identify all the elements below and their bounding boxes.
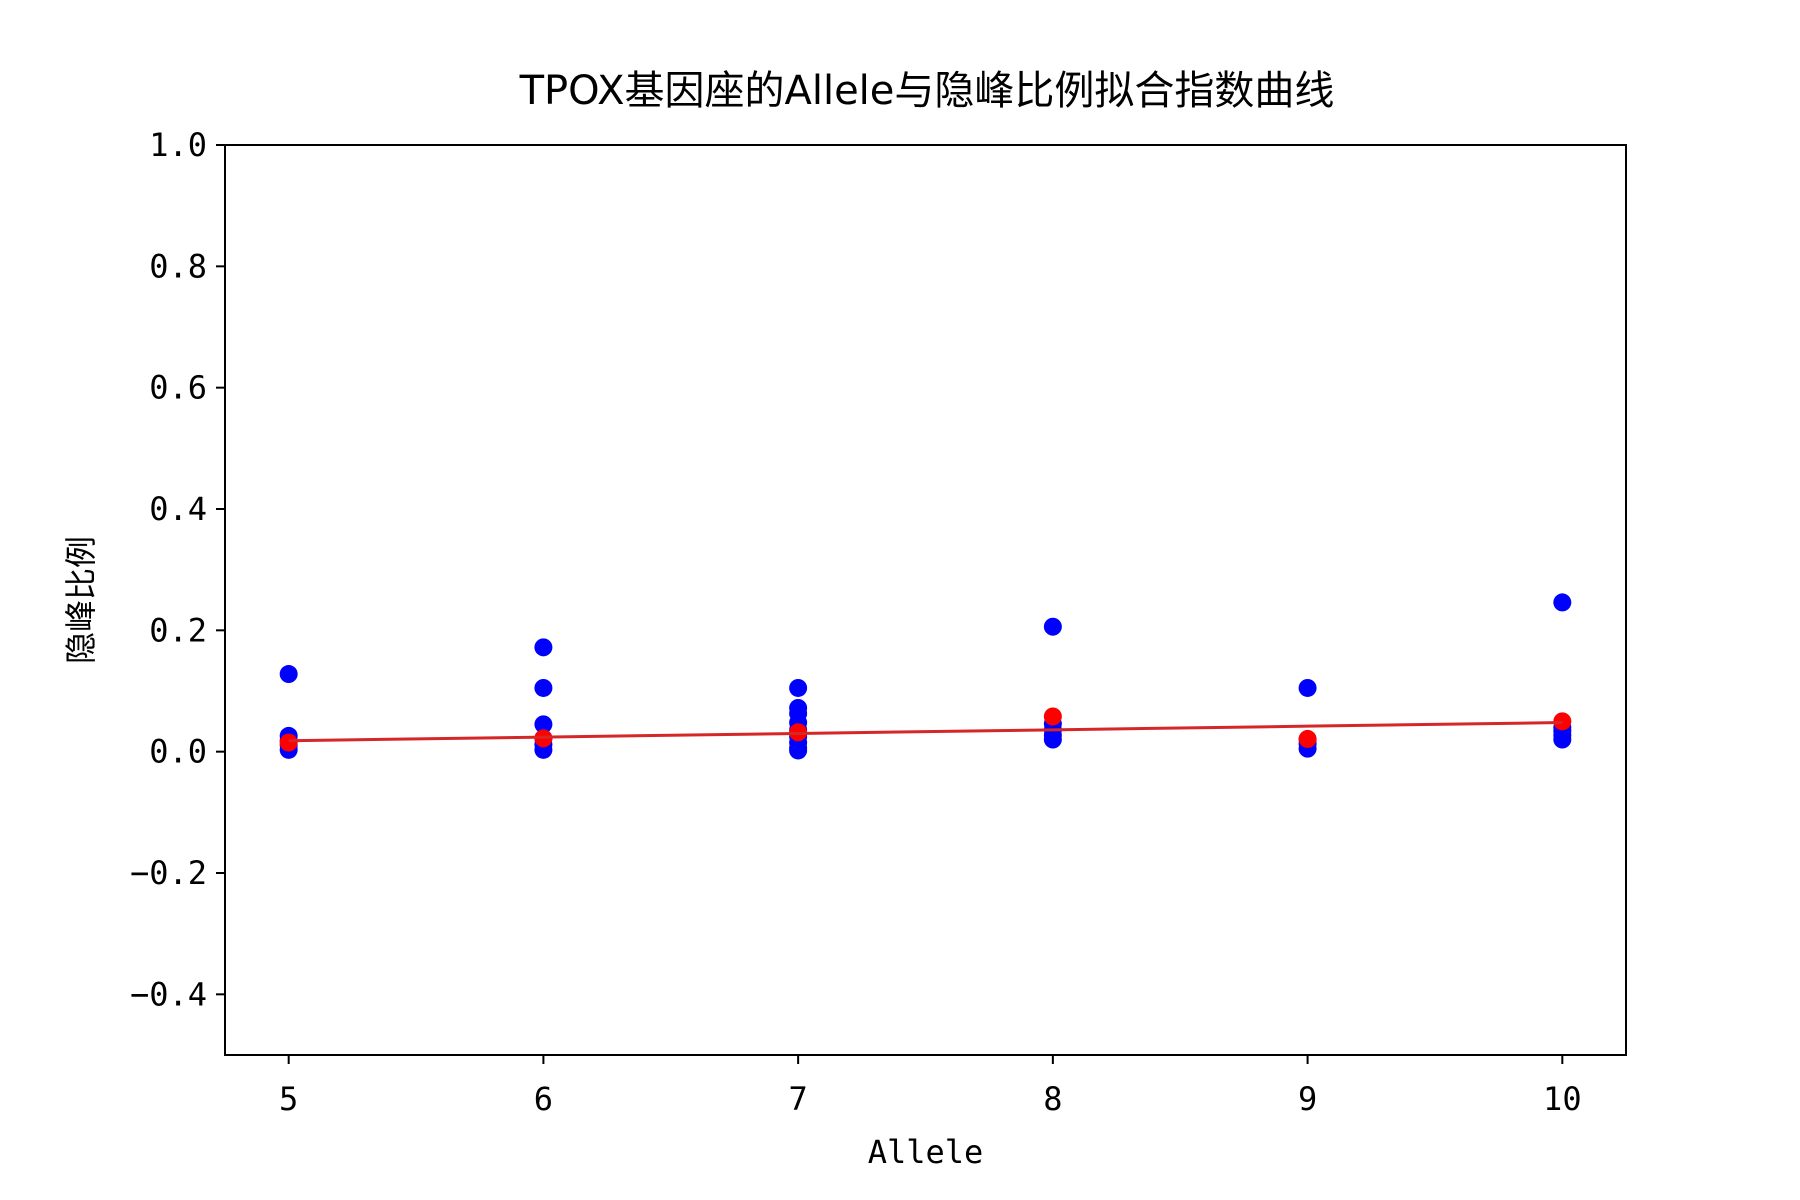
blue-data-point bbox=[279, 665, 298, 684]
y-tick-label: 0.2 bbox=[149, 611, 207, 649]
x-tick-label: 5 bbox=[279, 1080, 298, 1118]
red-data-point bbox=[1043, 707, 1062, 726]
x-axis: 5 6 7 8 9 10 bbox=[279, 1055, 1582, 1118]
blue-data-point bbox=[789, 741, 808, 760]
blue-data-point bbox=[1298, 678, 1317, 697]
blue-data-point bbox=[1553, 593, 1572, 612]
blue-data-point bbox=[1043, 730, 1062, 749]
y-tick-label: 0.4 bbox=[149, 490, 207, 528]
blue-data-point bbox=[789, 678, 808, 697]
x-tick-label: 8 bbox=[1043, 1080, 1062, 1118]
x-tick-label: 10 bbox=[1543, 1080, 1582, 1118]
y-tick-label: 1.0 bbox=[149, 126, 207, 164]
blue-data-point bbox=[1553, 730, 1572, 749]
blue-data-point bbox=[534, 715, 553, 734]
blue-data-point bbox=[534, 638, 553, 657]
blue-data-point bbox=[534, 678, 553, 697]
chart-title: TPOX基因座的Allele与隐峰比例拟合指数曲线 bbox=[519, 68, 1335, 114]
blue-data-point bbox=[1043, 617, 1062, 636]
fit-curve bbox=[288, 721, 1563, 743]
x-tick-label: 7 bbox=[789, 1080, 808, 1118]
plot-frame bbox=[224, 144, 1627, 1056]
x-tick-label: 6 bbox=[534, 1080, 553, 1118]
y-tick-label: −0.4 bbox=[130, 975, 207, 1013]
red-data-point bbox=[279, 733, 298, 752]
x-axis-label: Allele bbox=[868, 1133, 984, 1171]
y-tick-label: 0.8 bbox=[149, 247, 207, 285]
y-axis: −0.4 −0.2 0.0 0.2 0.4 0.6 0.8 1.0 bbox=[130, 126, 225, 1013]
x-tick-label: 9 bbox=[1298, 1080, 1317, 1118]
red-data-point bbox=[1553, 712, 1572, 731]
red-data-point bbox=[1298, 729, 1317, 748]
y-tick-label: −0.2 bbox=[130, 854, 207, 892]
plot-marks bbox=[279, 593, 1572, 760]
y-tick-label: 0.6 bbox=[149, 369, 207, 407]
y-tick-label: 0.0 bbox=[149, 733, 207, 771]
y-axis-label: 隐峰比例 bbox=[62, 536, 100, 664]
